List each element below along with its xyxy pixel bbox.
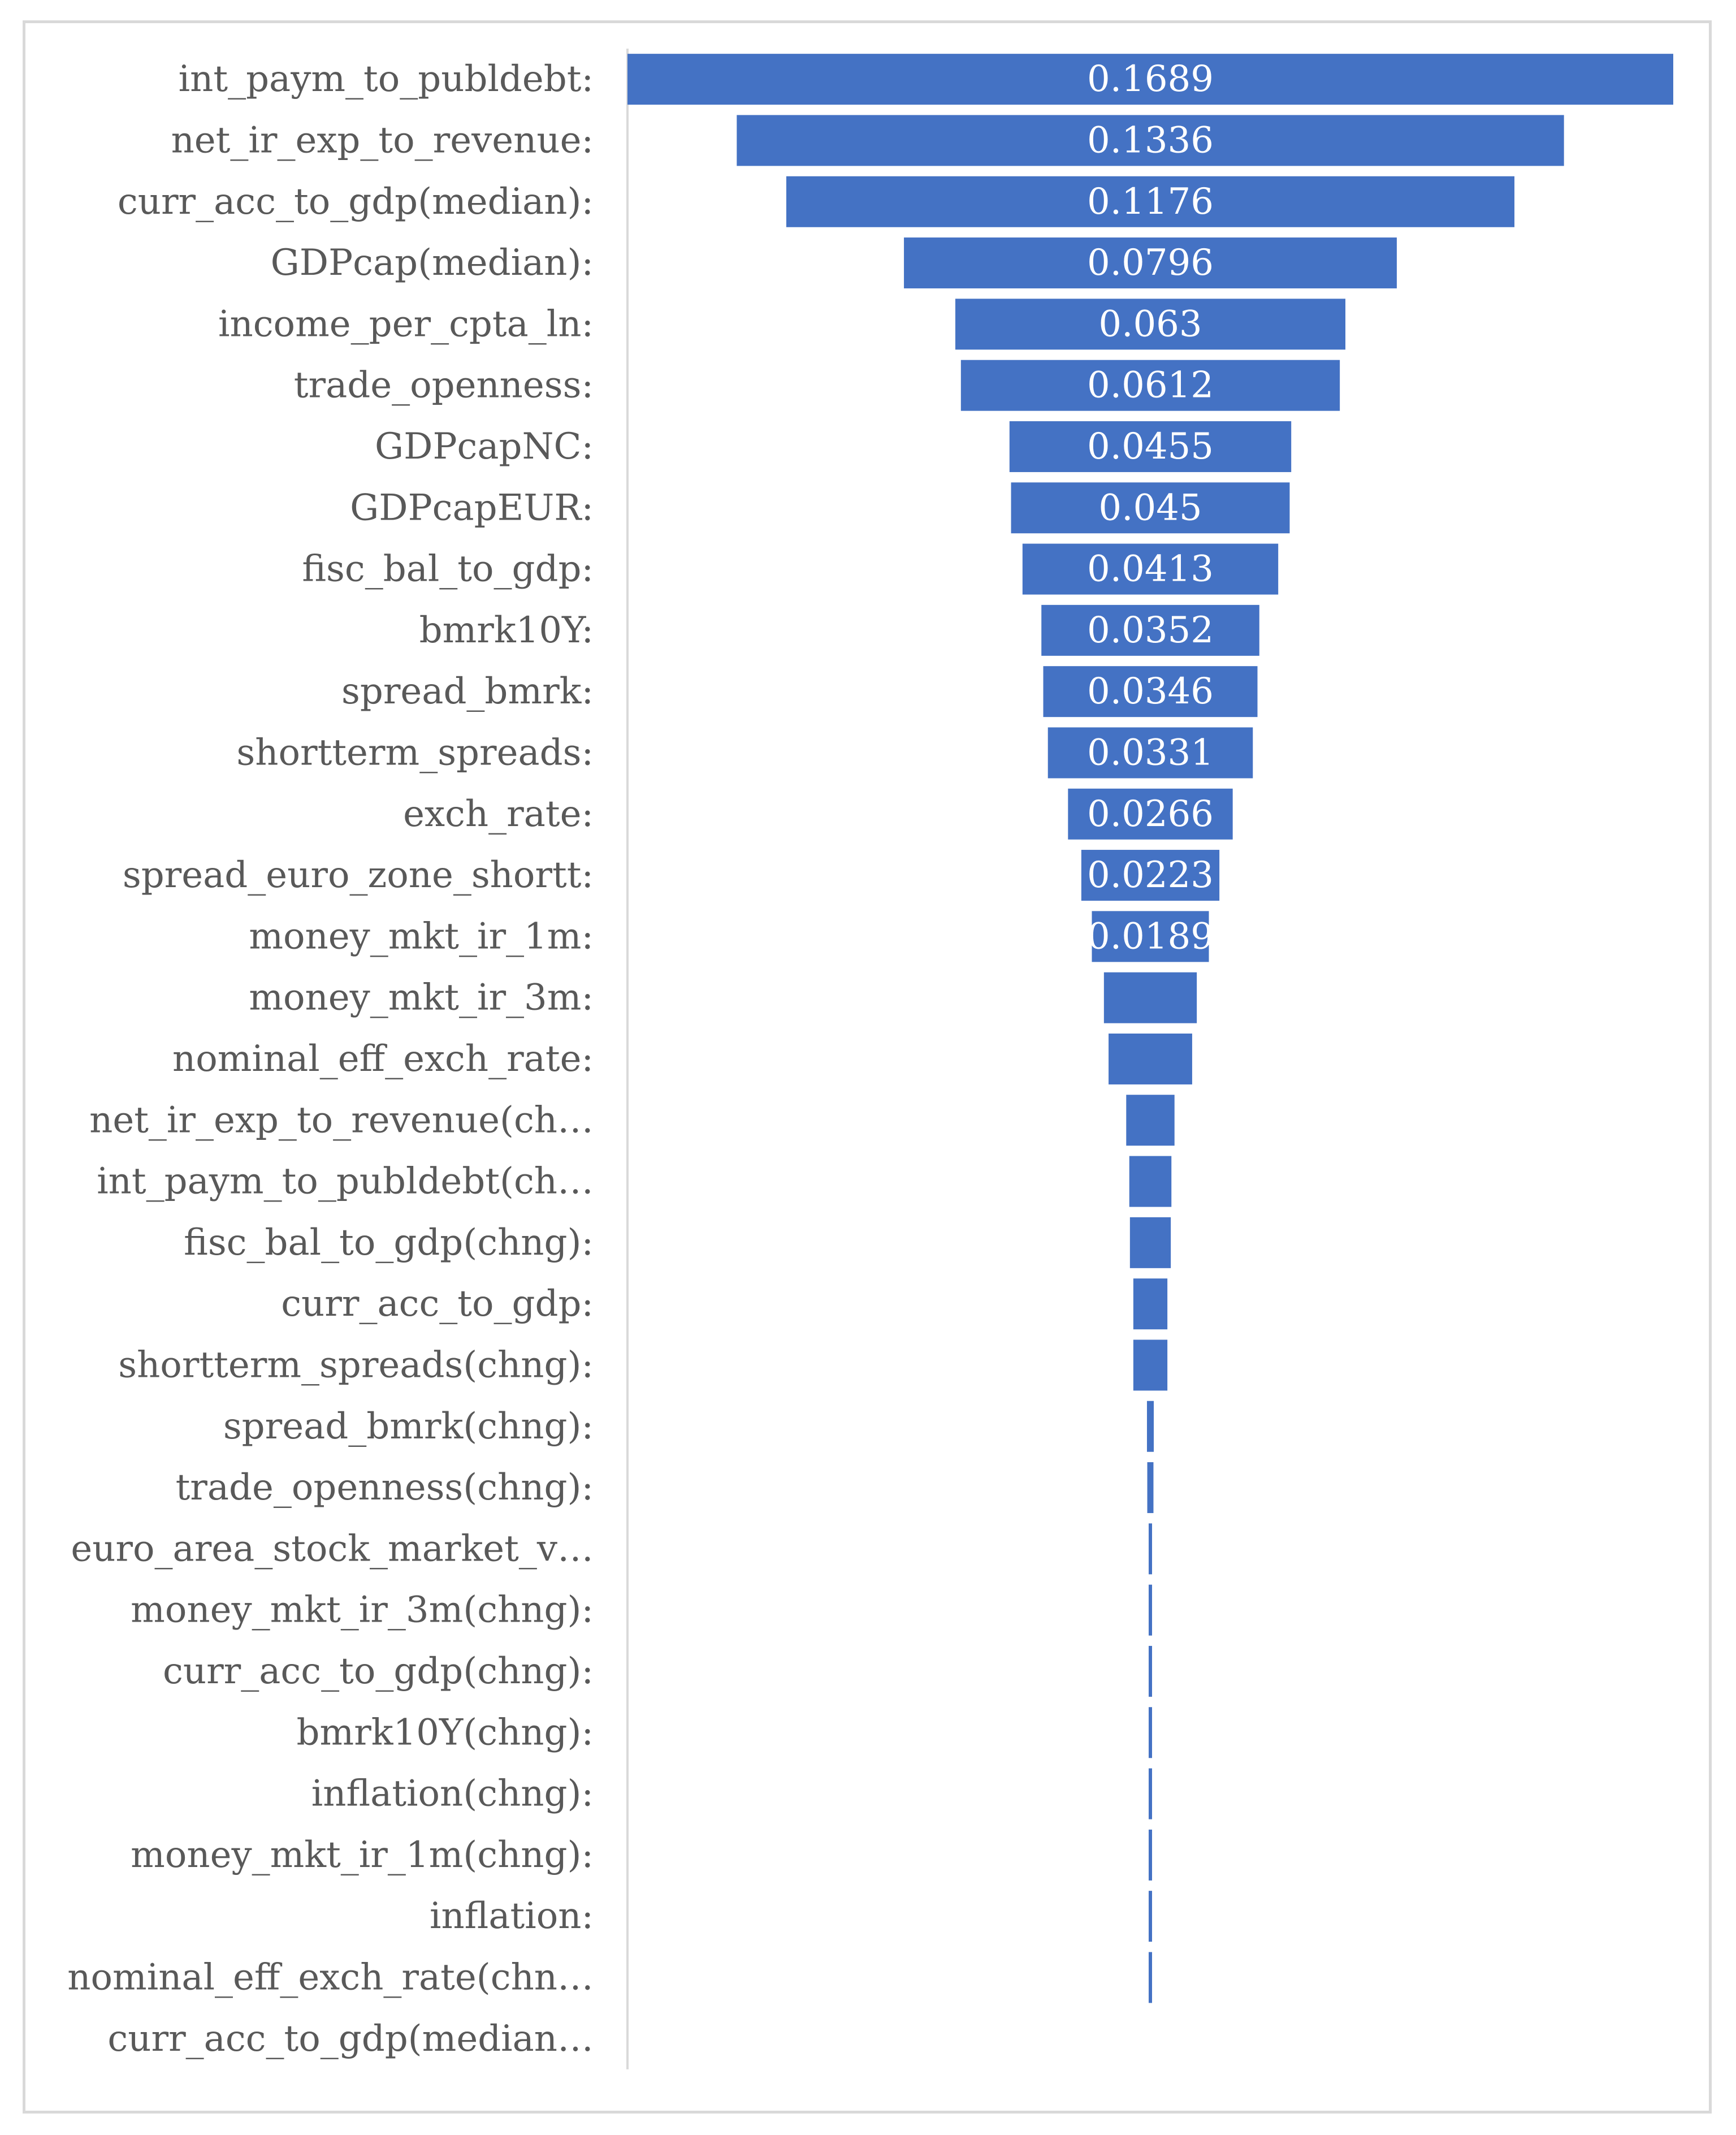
category-label: int_paym_to_publdebt: <box>179 58 594 100</box>
funnel-bar <box>960 360 1340 411</box>
category-label: shortterm_spreads: <box>236 732 594 773</box>
funnel-bar <box>1126 1095 1175 1146</box>
category-label: income_per_cpta_ln: <box>218 303 594 345</box>
funnel-bar <box>1149 1952 1152 2003</box>
category-label: money_mkt_ir_3m(chng): <box>131 1589 594 1631</box>
category-label: nominal_eff_exch_rate(chn… <box>67 1956 594 1998</box>
funnel-bar <box>1149 1768 1152 1819</box>
funnel-bar <box>1149 1523 1152 1575</box>
category-label: shortterm_spreads(chng): <box>118 1344 594 1386</box>
data-label: 0.0413 <box>1087 548 1214 590</box>
category-label: GDPcapEUR: <box>350 487 594 529</box>
funnel-bar <box>1149 1707 1152 1758</box>
data-label: 0.0331 <box>1087 732 1214 773</box>
funnel-bar <box>904 237 1397 289</box>
data-label: 0.0346 <box>1087 671 1214 712</box>
funnel-bar <box>737 115 1564 166</box>
funnel-bar <box>1149 1584 1152 1636</box>
funnel-bar <box>1149 1829 1152 1881</box>
data-label: 0.1176 <box>1087 181 1214 223</box>
category-label: spread_bmrk(chng): <box>223 1406 594 1447</box>
chart-frame: int_paym_to_publdebt: 0.1689 net_ir_exp_to… <box>23 20 1712 2114</box>
category-label: euro_area_stock_market_v… <box>71 1528 594 1570</box>
funnel-bar <box>1011 482 1290 534</box>
category-label: int_paym_to_publdebt(ch… <box>97 1161 594 1203</box>
funnel-bar <box>1043 666 1258 718</box>
category-label: spread_bmrk: <box>341 671 594 712</box>
data-label: 0.0612 <box>1087 365 1214 407</box>
category-label: GDPcap(median): <box>271 242 594 284</box>
funnel-bar <box>1041 604 1259 656</box>
category-label: GDPcapNC: <box>375 426 594 468</box>
category-label: money_mkt_ir_1m(chng): <box>131 1834 594 1876</box>
category-label: net_ir_exp_to_revenue(ch… <box>89 1099 594 1141</box>
funnel-bar <box>1009 421 1292 472</box>
funnel-chart: int_paym_to_publdebt: 0.1689 net_ir_exp_to… <box>67 49 1673 2069</box>
category-label: inflation(chng): <box>311 1773 594 1815</box>
data-label: 0.1689 <box>1087 58 1214 100</box>
funnel-bar <box>1149 1891 1152 1942</box>
data-label: 0.0352 <box>1087 610 1214 651</box>
category-label: trade_openness(chng): <box>176 1467 594 1509</box>
category-label: curr_acc_to_gdp(median): <box>118 181 594 223</box>
funnel-bar <box>1047 727 1253 779</box>
category-label: nominal_eff_exch_rate: <box>172 1038 594 1080</box>
funnel-bar <box>1022 543 1279 595</box>
category-label: curr_acc_to_gdp(median… <box>107 2018 594 2060</box>
funnel-bar <box>1149 1645 1152 1697</box>
category-label: fisc_bal_to_gdp(chng): <box>184 1222 594 1264</box>
funnel-bar <box>1068 788 1233 840</box>
data-label: 0.0189 <box>1087 915 1214 957</box>
category-label: bmrk10Y: <box>419 610 594 651</box>
funnel-bar <box>955 299 1346 350</box>
data-label: 0.0266 <box>1087 793 1214 835</box>
funnel-bar <box>786 176 1515 227</box>
funnel-bar <box>1109 1033 1192 1084</box>
funnel-bar <box>1133 1339 1168 1391</box>
category-label: bmrk10Y(chng): <box>297 1712 594 1753</box>
category-label: trade_openness: <box>294 365 594 407</box>
data-label: 0.0455 <box>1087 426 1214 468</box>
category-label: net_ir_exp_to_revenue: <box>171 119 594 161</box>
data-label: 0.0796 <box>1087 242 1214 284</box>
funnel-bar <box>1092 911 1209 962</box>
category-label: inflation: <box>430 1895 594 1937</box>
funnel-bar <box>1147 1462 1154 1514</box>
category-label: money_mkt_ir_3m: <box>249 977 594 1019</box>
category-label: exch_rate: <box>403 793 594 835</box>
category-label: curr_acc_to_gdp(chng): <box>163 1650 594 1692</box>
data-label: 0.1336 <box>1087 119 1214 161</box>
funnel-bar <box>1146 1401 1154 1452</box>
data-label: 0.045 <box>1098 487 1202 529</box>
funnel-bar <box>1081 850 1220 901</box>
category-label: curr_acc_to_gdp: <box>281 1283 594 1325</box>
category-label: money_mkt_ir_1m: <box>249 915 594 957</box>
bars-layer <box>627 54 1673 2003</box>
data-label: 0.0223 <box>1087 854 1214 896</box>
funnel-bar <box>1129 1217 1171 1268</box>
funnel-bar <box>1133 1278 1168 1330</box>
funnel-bar <box>1129 1156 1172 1207</box>
labels-layer: int_paym_to_publdebt: 0.1689 net_ir_exp_to… <box>67 58 1214 2060</box>
funnel-bar <box>1103 972 1197 1023</box>
data-label: 0.063 <box>1098 303 1202 345</box>
category-label: fisc_bal_to_gdp: <box>302 548 594 590</box>
category-label: spread_euro_zone_shortt: <box>123 854 594 896</box>
funnel-bar <box>627 54 1673 105</box>
